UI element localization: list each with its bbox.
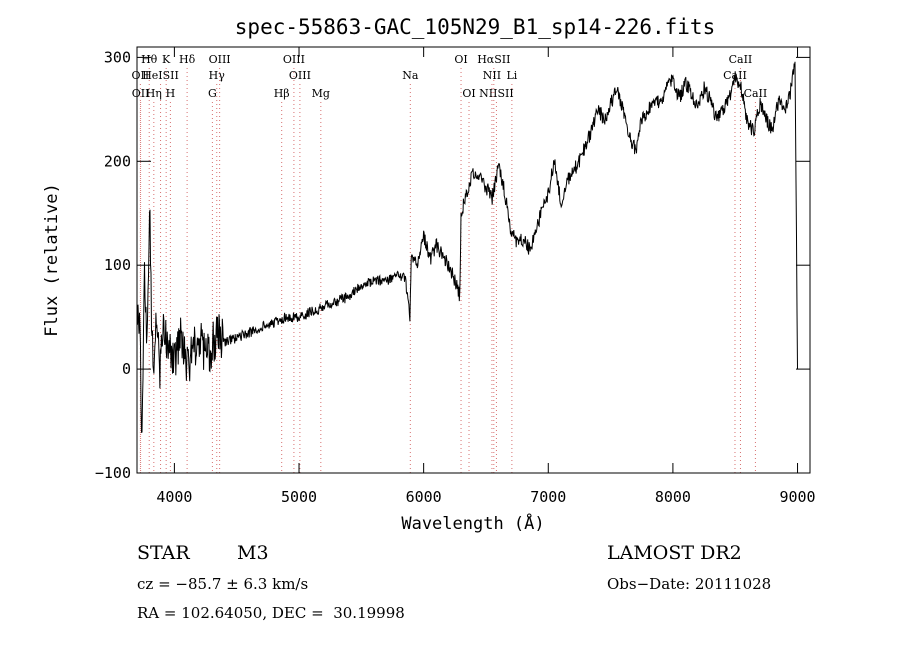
emission-line-label: OII	[132, 87, 150, 100]
y-tick-label: 100	[104, 256, 131, 274]
emission-line-label: NII	[483, 69, 501, 82]
emission-line-label: CaII	[729, 53, 753, 66]
emission-line-label: Hγ	[209, 69, 226, 82]
emission-line-label: Hβ	[274, 87, 290, 100]
y-axis-label: Flux (relative)	[42, 183, 62, 337]
x-tick-label: 9000	[779, 488, 815, 506]
emission-line-label: Hη	[146, 87, 162, 100]
emission-line-label: CaII	[744, 87, 768, 100]
axis-ticks: 4000 5000 6000 7000 8000 9000 −100 0 100 200 300	[95, 47, 816, 506]
emission-line-label: OIII	[209, 53, 231, 66]
emission-line-label: HeISII	[142, 69, 179, 82]
survey-name: LAMOST DR2	[607, 542, 742, 564]
emission-line-label: OII	[132, 69, 150, 82]
ra-dec-coordinates: RA = 102.64050, DEC = 30.19998	[137, 604, 405, 622]
y-tick-label: 0	[122, 360, 131, 378]
x-tick-label: 7000	[530, 488, 566, 506]
x-tick-label: 6000	[406, 488, 442, 506]
object-subclass: M3	[237, 542, 269, 564]
emission-line-label: H	[166, 87, 176, 100]
object-type: STAR	[137, 542, 190, 564]
emission-line-label: G	[208, 87, 217, 100]
emission-line-label: NIISII	[479, 87, 514, 100]
emission-line-label: OI	[454, 53, 467, 66]
x-axis-label: Wavelength (Å)	[401, 512, 544, 534]
emission-line-label: Na	[402, 69, 419, 82]
x-tick-label: 5000	[281, 488, 317, 506]
x-tick-label: 8000	[655, 488, 691, 506]
emission-line-label: K	[162, 53, 171, 66]
chart-title: spec-55863-GAC_105N29_B1_sp14-226.fits	[235, 15, 715, 39]
emission-line-label: Li	[506, 69, 517, 82]
emission-line-label: HαSII	[477, 53, 510, 66]
y-tick-label: −100	[95, 464, 131, 482]
emission-line-label: OI	[462, 87, 475, 100]
plot-frame	[136, 46, 811, 474]
emission-line-label: OIII	[283, 53, 305, 66]
observation-date: Obs−Date: 20111028	[607, 575, 772, 593]
emission-line-label: Mg	[312, 87, 330, 100]
y-tick-label: 300	[104, 48, 131, 66]
x-tick-label: 4000	[156, 488, 192, 506]
redshift-velocity: cz = −85.7 ± 6.3 km/s	[137, 575, 309, 593]
emission-line-label: Hδ	[179, 53, 196, 66]
spectrum-series-line	[136, 61, 798, 434]
emission-line-label: Hθ	[141, 53, 158, 66]
y-tick-label: 200	[104, 152, 131, 170]
emission-line-label: OIII	[289, 69, 311, 82]
